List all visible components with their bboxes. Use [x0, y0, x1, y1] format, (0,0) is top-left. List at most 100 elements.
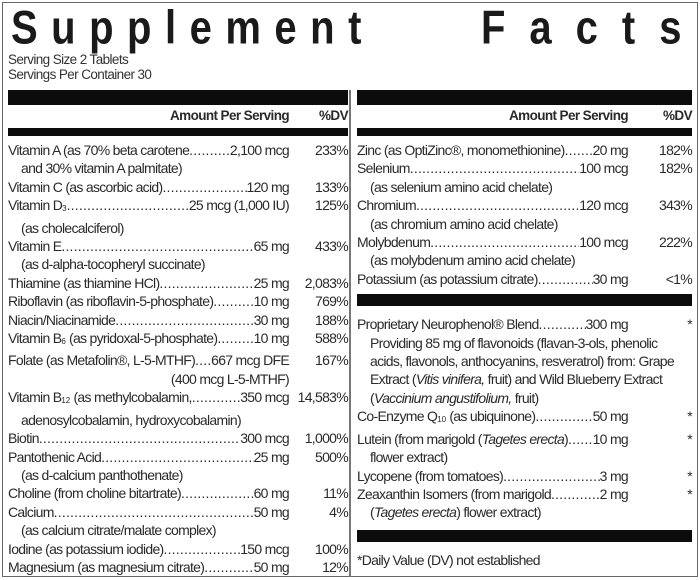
nutrient-detail: (as selenium amino acid chelate): [370, 178, 553, 195]
nutrient-row-molybdenum: Molybdenum 100 mcg 222%: [357, 233, 693, 251]
dot-leader: [217, 329, 253, 351]
servings-per-container: Servings Per Container 30: [8, 67, 152, 82]
name-italic: Tagetes erecta: [481, 430, 565, 447]
nutrient-detail: (as d-calcium panthothenate): [21, 466, 183, 483]
nutrient-name: Vitamin D3: [8, 196, 67, 218]
name-text: Vitamin D: [8, 197, 63, 214]
nutrient-name: Vitamin B12 (as methylcobalamin,: [8, 388, 192, 410]
nutrient-row-niacin: Niacin/Niacinamide 30 mg 188%: [8, 311, 349, 329]
nutrient-row-selenium: Selenium 100 mcg 182%: [357, 159, 693, 177]
dot-leader: [159, 274, 253, 292]
nutrient-row-vitamin-b12: Vitamin B12 (as methylcobalamin, 350 mcg 1…: [8, 388, 349, 410]
nutrient-row-zeaxanthin: Zeaxanthin Isomers (from marigold 2 mg *: [357, 485, 693, 503]
nutrient-detail: (Tagetes erecta) flower extract): [357, 503, 628, 521]
dot-leader: [164, 540, 241, 558]
nutrient-dv: 500%: [314, 448, 349, 465]
nutrient-dv: 182%: [658, 142, 693, 158]
nutrient-dv: <1%: [665, 270, 693, 287]
nutrient-name: Folate (as Metafolin®, L-5-MTHF): [8, 352, 196, 369]
nutrient-row-coq10: Co-Enzyme Q10 (as ubiquinone) 50 mg *: [357, 407, 693, 429]
subscript: 10: [437, 415, 447, 425]
dot-leader: [61, 237, 253, 255]
column-header: Amount Per Serving %DV: [8, 105, 349, 128]
dot-leader: [101, 448, 253, 466]
nutrient-name: Zinc (as OptiZinc®, monomethionine): [357, 142, 565, 158]
column-header: Amount Per Serving %DV: [357, 105, 693, 128]
nutrient-detail: (as molybdenum amino acid chelate): [370, 252, 576, 269]
nutrient-amount: 25 mg: [253, 274, 290, 291]
nutrient-row-thiamine: Thiamine (as thiamine HCl) 25 mg 2,083%: [8, 274, 349, 292]
nutrient-name: Co-Enzyme Q10 (as ubiquinone): [357, 407, 536, 429]
nutrient-name: Vitamin E: [8, 238, 62, 255]
name-text: Vitamin B: [8, 389, 62, 406]
nutrient-dv: 167%: [314, 352, 349, 369]
nutrient-row-pantothenic-acid: Pantothenic Acid 25 mg 500%: [8, 448, 349, 466]
nutrient-amount: 30 mg: [253, 311, 290, 328]
nutrient-row-folate: Folate (as Metafolin®, L-5-MTHF) 667 mcg …: [8, 351, 349, 369]
detail-italic: Tagetes erecta: [373, 504, 457, 521]
dot-leader: [416, 196, 579, 214]
nutrient-dv: *: [687, 485, 692, 502]
nutrient-name: Vitamin A (as 70% beta carotene: [8, 142, 190, 158]
nutrient-dv: 133%: [314, 178, 349, 195]
nutrient-amount: 65 mg: [253, 238, 290, 255]
nutrient-amount: 2 mg: [599, 485, 629, 502]
nutrient-name: Zeaxanthin Isomers (from marigold: [357, 485, 552, 502]
nutrient-dv: 11%: [323, 485, 349, 502]
nutrient-name: Proprietary Neurophenol® Blend: [357, 316, 539, 333]
nutrient-name: Biotin: [8, 430, 40, 447]
dv-header: %DV: [663, 108, 693, 124]
nutrient-detail: (as d-alpha-tocopheryl succinate): [21, 256, 206, 273]
detail-text: fruit) and Wild Blueberry Extract (: [370, 371, 663, 406]
title-supplement: Supplement: [11, 2, 375, 54]
nutrient-row-vitamin-a: Vitamin A (as 70% beta carotene 2,100 mcg…: [8, 141, 349, 159]
nutrient-name: Thiamine (as thiamine HCl): [8, 274, 160, 291]
nutrient-row-lycopene: Lycopene (from tomatoes) 3 mg *: [357, 467, 693, 485]
name-text: ): [564, 430, 569, 447]
nutrient-dv: 188%: [314, 311, 349, 328]
nutrient-row-riboflavin: Riboflavin (as riboflavin-5-phosphate) 10…: [8, 292, 349, 310]
detail-italic: Vaccinium angustifolium,: [373, 389, 512, 406]
nutrient-detail: adenosylcobalamin, hydroxycobalamin): [21, 411, 242, 428]
nutrient-dv: 343%: [658, 197, 693, 214]
header-bar: [8, 90, 348, 105]
nutrient-dv: 588%: [314, 330, 349, 347]
nutrient-row-iodine: Iodine (as potassium iodide) 150 mcg 100%: [8, 540, 349, 558]
nutrient-row-lutein: Lutein (from marigold (Tagetes erecta) 10…: [357, 430, 693, 448]
dot-leader: [410, 159, 579, 177]
dot-leader: [539, 315, 586, 333]
nutrient-row-choline: Choline (from choline bitartrate) 60 mg 11…: [8, 484, 349, 502]
dot-leader: [189, 141, 230, 159]
nutrient-name: Iodine (as potassium iodide): [8, 540, 164, 557]
dot-leader: [54, 503, 254, 521]
nutrient-amount: 10 mg: [253, 293, 290, 310]
nutrient-amount: 30 mg: [592, 270, 629, 287]
nutrient-amount: 350 mcg: [240, 389, 289, 406]
dot-leader: [551, 485, 600, 503]
nutrient-name: Lutein (from marigold (Tagetes erecta): [357, 430, 569, 448]
nutrient-row-biotin: Biotin 300 mcg 1,000%: [8, 429, 349, 447]
nutrient-dv: *: [687, 467, 692, 484]
nutrient-amount: 667 mcg DFE: [211, 352, 290, 369]
dot-leader: [181, 484, 254, 502]
nutrient-row-zinc: Zinc (as OptiZinc®, monomethionine) 20 mg…: [357, 141, 693, 159]
nutrient-amount: 25 mg: [253, 448, 290, 465]
nutrient-detail: (as cholecalciferol): [21, 219, 124, 236]
nutrient-row-vitamin-b6: Vitamin B6 (as pyridoxal-5-phosphate) 10 …: [8, 329, 349, 351]
dot-leader: [503, 467, 600, 485]
nutrient-name: Choline (from choline bitartrate): [8, 485, 182, 502]
dot-leader: [39, 429, 240, 447]
section-bar: [357, 529, 692, 542]
nutrient-dv: 125%: [314, 197, 349, 214]
nutrient-amount: 50 mg: [592, 408, 629, 425]
nutrient-amount: 300 mcg: [240, 430, 289, 447]
name-text: (as ubiquinone): [446, 408, 536, 425]
subscript: 6: [61, 337, 66, 347]
nutrient-row-vitamin-c: Vitamin C (as ascorbic acid) 120 mg 133%: [8, 178, 349, 196]
header-bar: [357, 90, 692, 105]
detail-text: (: [370, 504, 375, 521]
footnote: *Daily Value (DV) not established: [357, 551, 541, 568]
nutrient-dv: 14,583%: [297, 389, 349, 406]
nutrient-row-calcium: Calcium 50 mg 4%: [8, 503, 349, 521]
header-bar-thick: [8, 128, 348, 136]
